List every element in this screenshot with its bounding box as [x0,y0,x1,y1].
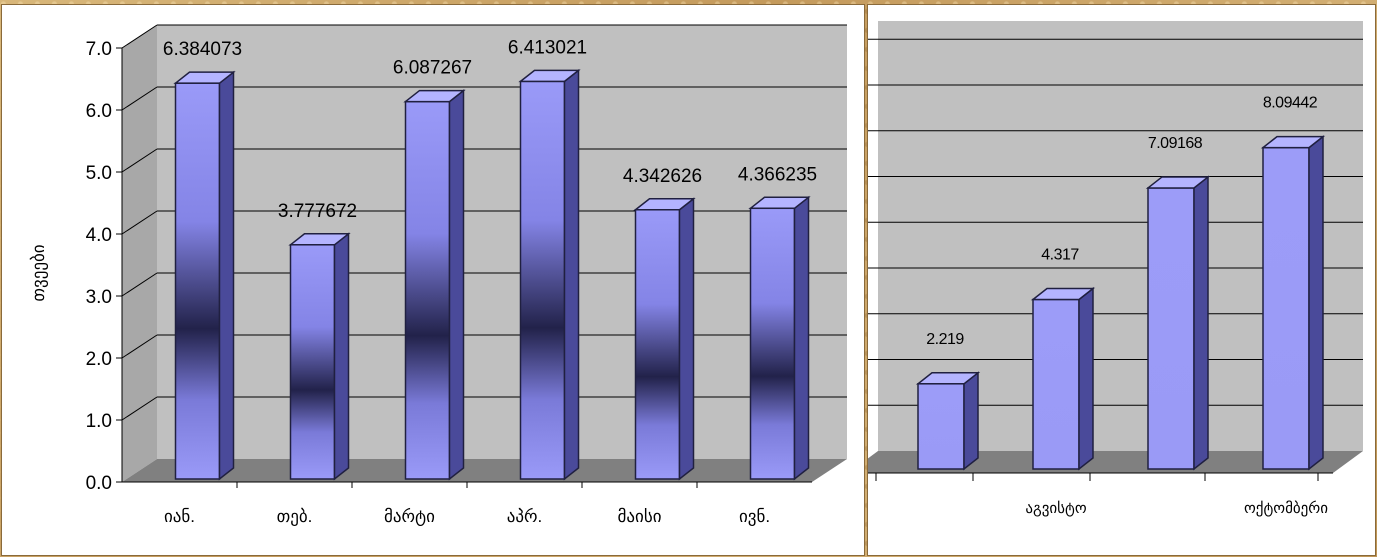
bar-side [218,70,235,481]
y-tick-label: 7.0 [86,39,112,60]
y-tick-label: 2.0 [86,349,112,370]
bar-front [1147,187,1195,470]
plot-back-wall [868,21,1363,473]
bar-side [678,197,695,481]
bar-side [1078,286,1094,471]
y-tick-label: 6.0 [86,101,112,122]
back-wall [157,25,847,459]
bar-top [518,69,581,83]
bar-side [1308,135,1324,471]
bar-top [288,233,351,246]
bar-front [634,209,681,480]
monthly-bar-chart: 0.0 1.0 2.0 3.0 4.0 5.0 6.0 7.0 6.384073 3.77767… [29,24,847,527]
x-tick-label: აპრ. [507,507,543,526]
gridline-diag [121,86,158,111]
gridline-diag [121,148,158,173]
x-axis-ticks: აგვისტო ოქტომბერი [875,473,1328,517]
back-wall [878,21,1363,451]
x-tick-label: მაისი [618,507,662,526]
bar-side [963,371,979,471]
bar-side [563,68,580,481]
x-tick-label: აგვისტო [1025,500,1086,517]
data-label: 6.413021 [508,37,587,58]
y-tick-label: 5.0 [86,163,112,184]
bar-side [1193,175,1209,471]
bar-front [519,80,566,480]
bar-front [1032,298,1080,470]
data-label: 7.09168 [1148,135,1203,152]
data-label: 4.342626 [623,166,702,187]
bar-front [174,82,221,480]
bar-top [403,89,466,103]
bar-front [289,244,336,480]
bar-front [749,207,796,480]
data-label: 6.384073 [163,39,242,60]
y-axis-title: თვეები [29,244,49,301]
data-label: 4.366235 [738,164,817,185]
bar-top [1260,135,1326,149]
chart-panel-quarterly: 2.219 4.317 7.09168 8.09442 აგვისტო ოქტომბერ… [868,5,1375,555]
data-labels: 6.384073 3.777672 6.087267 6.413021 4.342626… [163,37,817,221]
x-tick-label: ივნ. [739,507,770,527]
data-label: 3.777672 [278,201,357,222]
gridline-diag [121,272,158,297]
data-label: 2.219 [926,331,964,348]
y-tick-label: 3.0 [86,287,112,308]
x-tick-label: მარტი [384,507,435,527]
gridlines [121,24,847,421]
bars [173,68,811,481]
second-bar-chart: 2.219 4.317 7.09168 8.09442 აგვისტო ოქტომბერ… [868,21,1363,517]
side-wall [122,25,157,482]
bar-top [748,196,811,210]
bars [915,135,1326,471]
floor [868,451,1363,473]
gridline-diag [121,210,158,235]
chart-panel-monthly: 0.0 1.0 2.0 3.0 4.0 5.0 6.0 7.0 6.384073 3.77767… [2,5,864,555]
bar-front [404,100,451,480]
y-tick-label: 1.0 [86,411,112,432]
gridline-diag [121,396,158,421]
bar-front [1262,146,1310,470]
bar-side [448,89,465,481]
bar-top [915,372,981,385]
bar-top [173,71,236,84]
x-tick-label: ოქტომბერი [1244,500,1328,517]
bar-side [793,195,810,481]
x-tick-label: იან. [164,507,195,526]
y-tick-label: 0.0 [86,473,112,494]
y-axis-ticks: 0.0 1.0 2.0 3.0 4.0 5.0 6.0 7.0 [86,39,812,494]
y-tick-label: 4.0 [86,225,112,246]
data-labels: 2.219 4.317 7.09168 8.09442 [926,95,1318,348]
bar-front [917,383,965,470]
gridline-diag [121,24,158,49]
bar-top [633,198,696,211]
data-label: 6.087267 [393,58,472,79]
bar-top [1145,176,1211,189]
gridline-diag [121,334,158,359]
bar-top [1030,287,1096,301]
data-label: 8.09442 [1263,95,1318,112]
data-label: 4.317 [1041,246,1079,263]
x-axis-ticks: იან. თებ. მარტი აპრ. მაისი ივნ. [164,482,770,527]
x-tick-label: თებ. [277,507,313,527]
bar-side [333,232,350,481]
